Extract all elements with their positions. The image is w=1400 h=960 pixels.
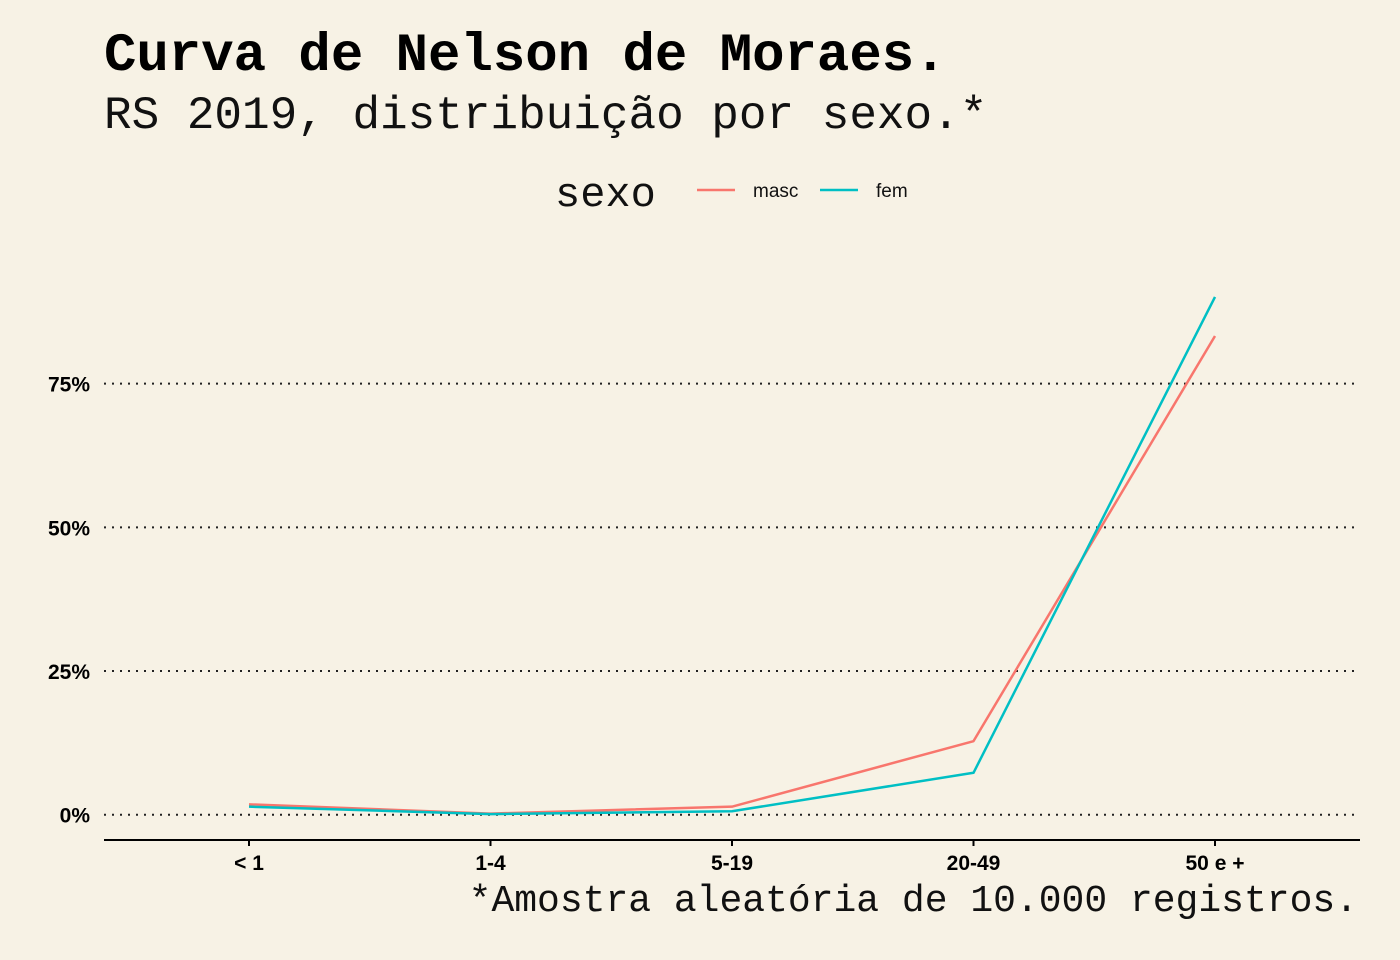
legend-title: sexo [555,171,656,219]
y-tick-label: 75% [48,374,90,397]
series-line-masc [248,335,1217,815]
y-tick-label: 25% [48,661,90,684]
y-tick-label: 0% [60,805,91,828]
y-tick-label: 50% [48,517,90,540]
x-tick-label: 5-19 [711,852,753,875]
legend-label-fem: fem [876,181,908,202]
x-tick-label: 50 e + [1186,852,1245,875]
x-tick-label: 1-4 [475,852,506,875]
chart-subtitle: RS 2019, distribuição por sexo.* [104,90,988,142]
legend-label-masc: masc [753,181,798,202]
x-tick-label: < 1 [234,852,264,875]
series-line-fem [248,296,1217,816]
chart-caption: *Amostra aleatória de 10.000 registros. [468,880,1358,923]
chart-title: Curva de Nelson de Moraes. [104,26,947,87]
x-tick-label: 20-49 [947,852,1001,875]
